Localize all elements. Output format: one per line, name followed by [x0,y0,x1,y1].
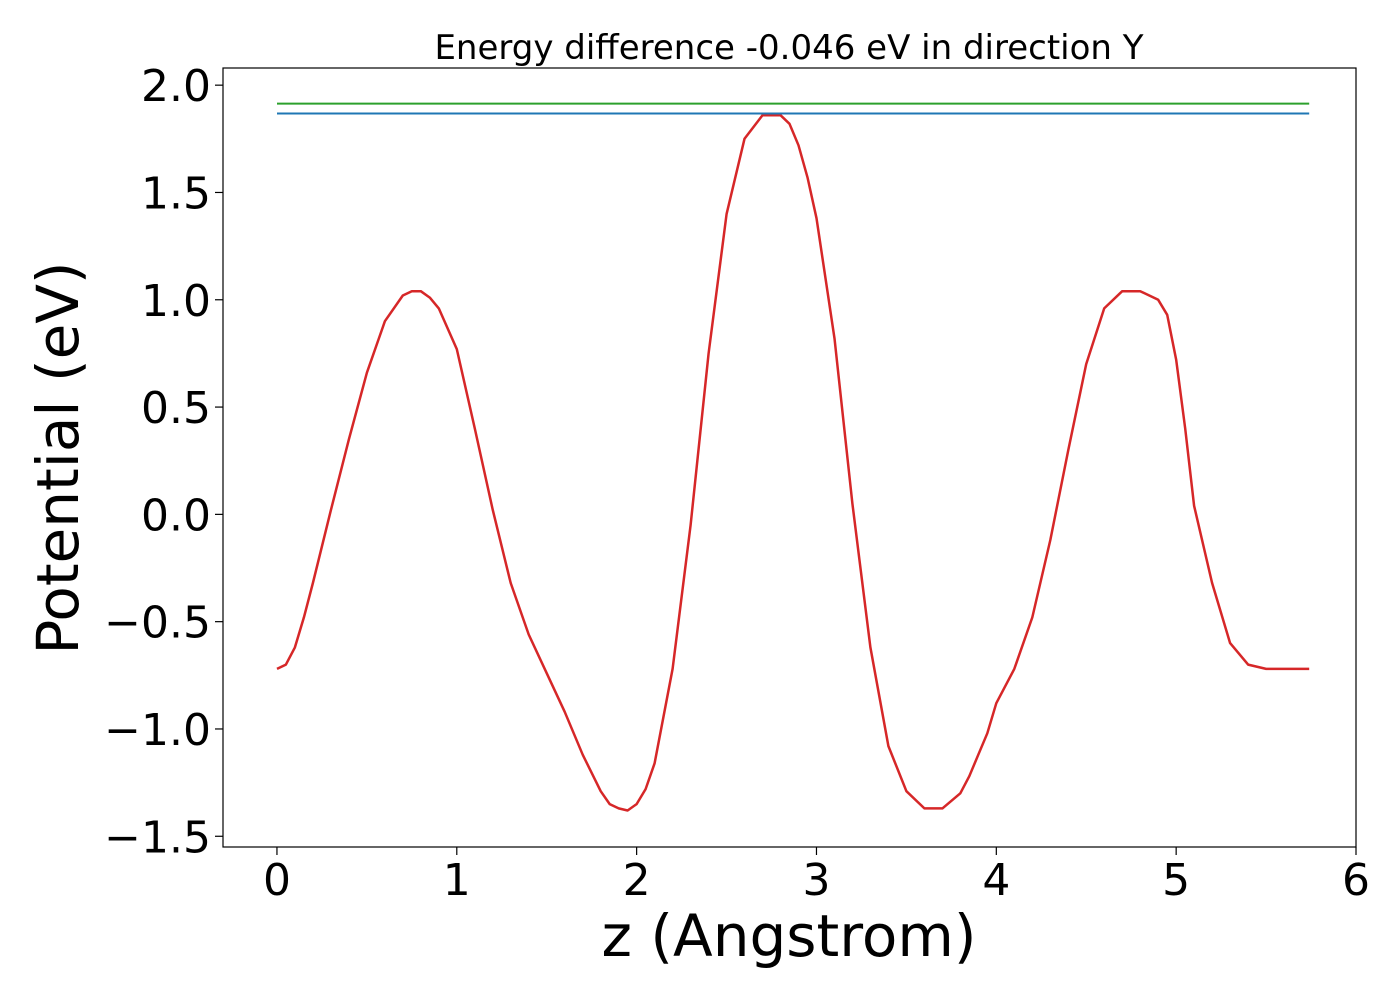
y-tick-label: 0.0 [141,490,211,541]
y-axis-title: Potential (eV) [24,261,92,654]
plot-frame [222,67,1357,848]
y-tick-label: −1.5 [104,812,211,863]
y-tick-label: 1.0 [141,276,211,327]
x-tick-label: 2 [623,855,651,906]
x-axis-title: z (Angstrom) [602,902,977,970]
x-tick-label: 6 [1342,855,1370,906]
y-tick-label: −0.5 [104,598,211,649]
y-tick-label: 0.5 [141,383,211,434]
x-tick-label: 4 [982,855,1010,906]
chart-title: Energy difference -0.046 eV in direction… [434,28,1143,68]
y-axis-ticks: −1.5 −1.0 −0.5 0.0 0.5 1.0 1.5 2.0 [104,61,223,863]
y-tick-label: 1.5 [141,168,211,219]
x-axis-ticks: 0 1 2 3 4 5 6 [263,847,1370,906]
y-tick-label: 2.0 [141,61,211,112]
x-tick-label: 5 [1162,855,1190,906]
plot-background [223,68,1356,847]
x-tick-label: 0 [263,855,291,906]
y-tick-label: −1.0 [104,705,211,756]
series-layer [276,102,1310,812]
series-line-0 [276,113,1310,812]
x-tick-label: 1 [443,855,471,906]
x-tick-label: 3 [802,855,830,906]
